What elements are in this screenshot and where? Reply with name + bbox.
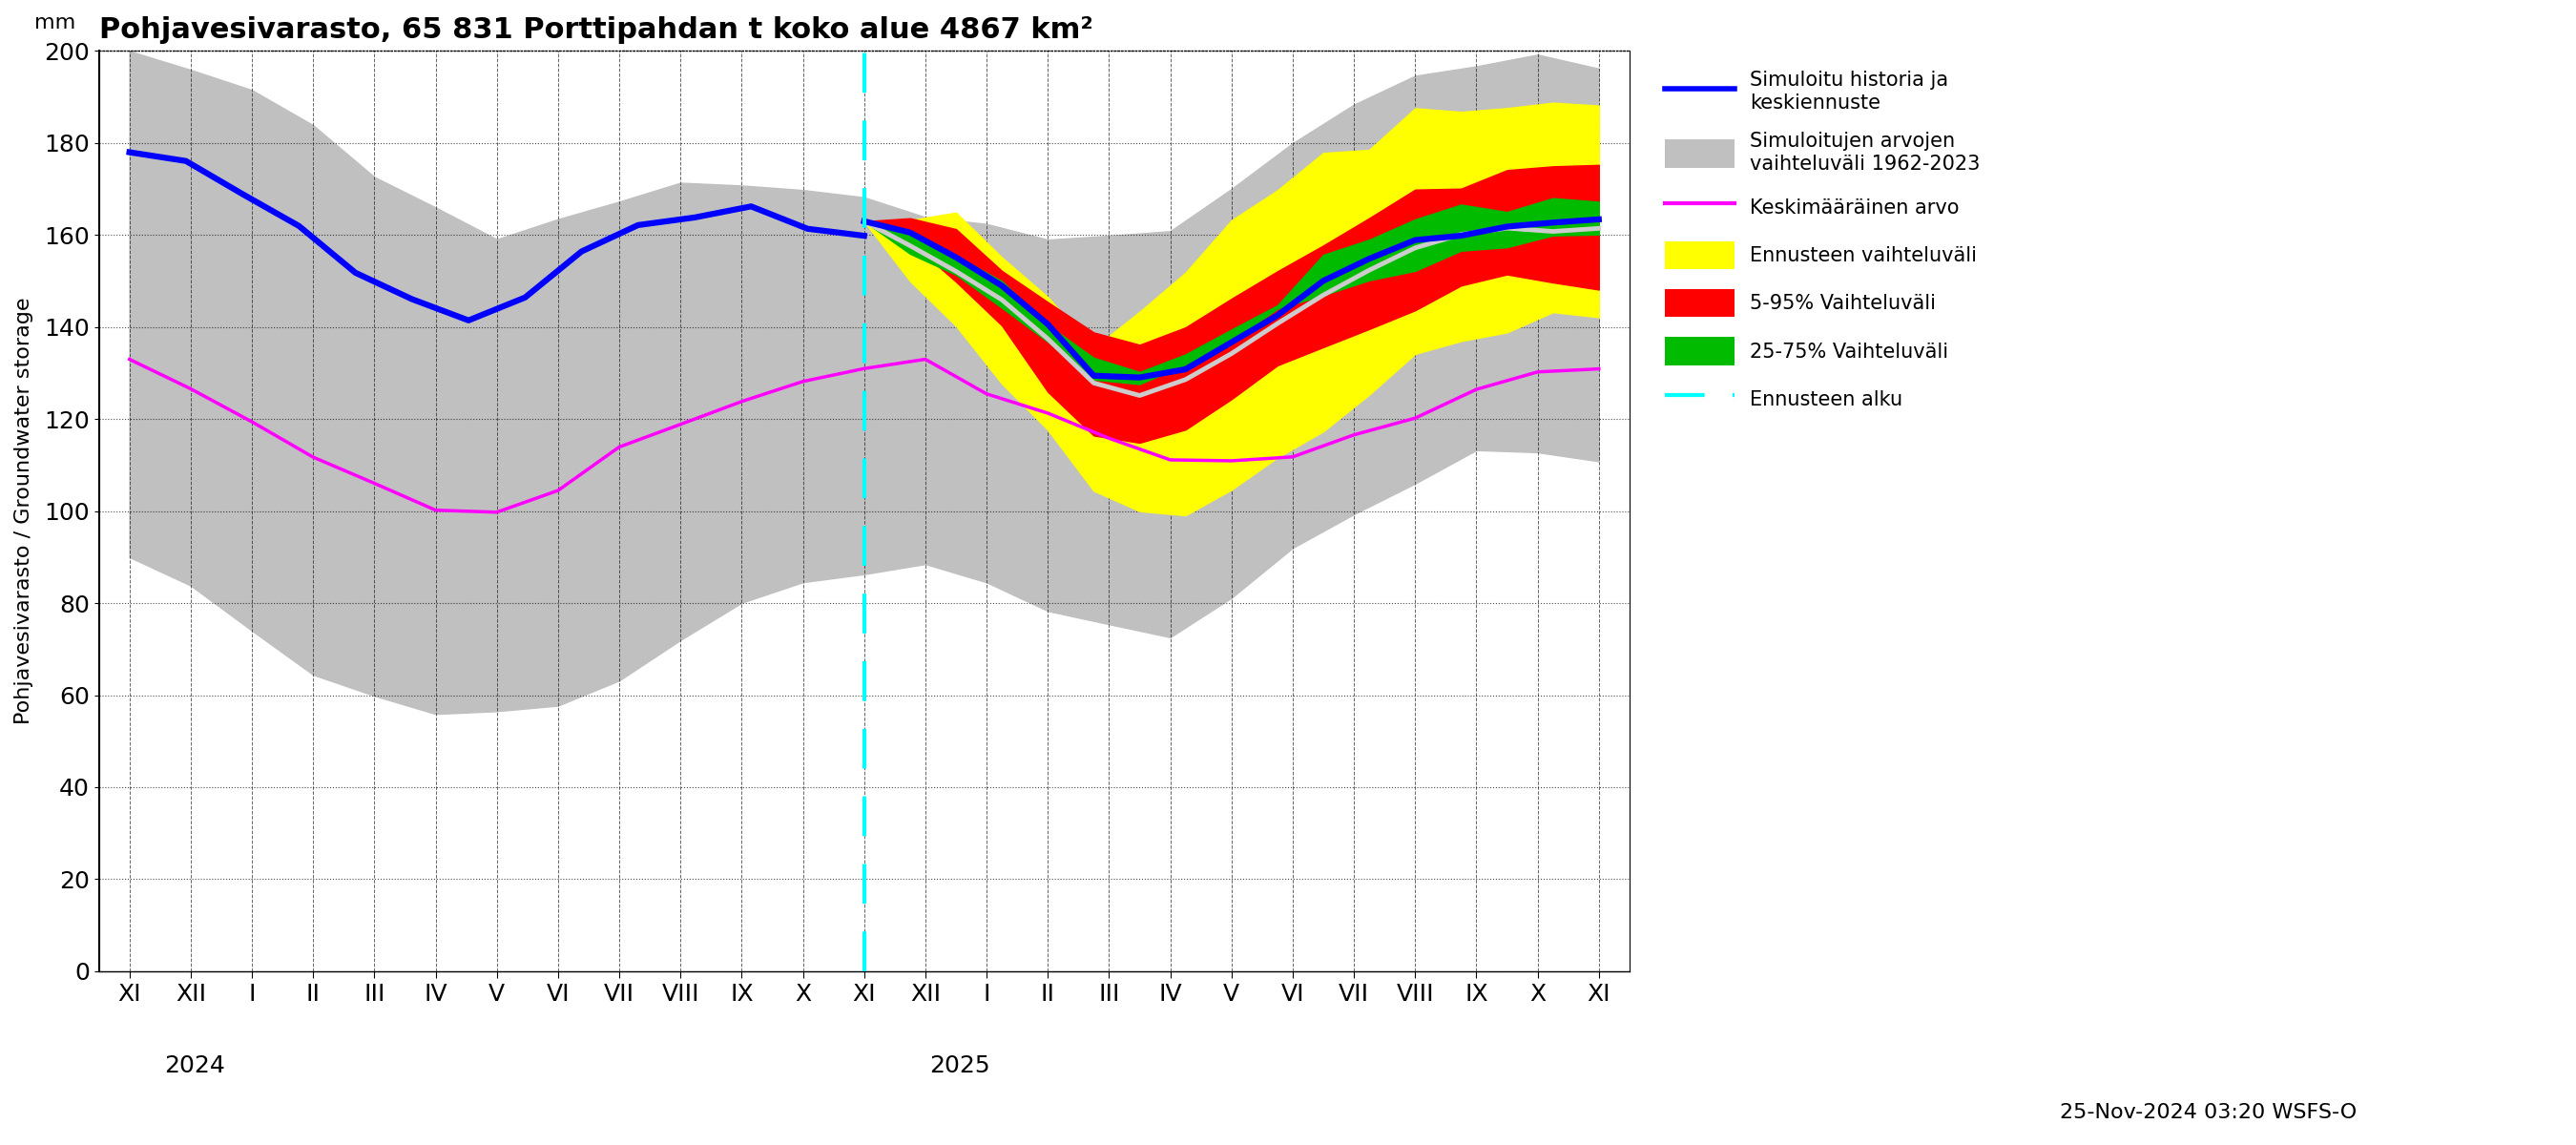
Text: mm: mm <box>33 14 75 32</box>
Text: 25-Nov-2024 03:20 WSFS-O: 25-Nov-2024 03:20 WSFS-O <box>2061 1103 2357 1122</box>
Legend: Simuloitu historia ja
keskiennuste, Simuloitujen arvojen
vaihteluväli 1962-2023,: Simuloitu historia ja keskiennuste, Simu… <box>1654 61 1991 424</box>
Text: Pohjavesivarasto, 65 831 Porttipahdan t koko alue 4867 km²: Pohjavesivarasto, 65 831 Porttipahdan t … <box>98 16 1092 44</box>
Y-axis label: Pohjavesivarasto / Groundwater storage: Pohjavesivarasto / Groundwater storage <box>15 298 33 725</box>
Text: 2025: 2025 <box>930 1055 989 1077</box>
Text: 2024: 2024 <box>165 1055 224 1077</box>
